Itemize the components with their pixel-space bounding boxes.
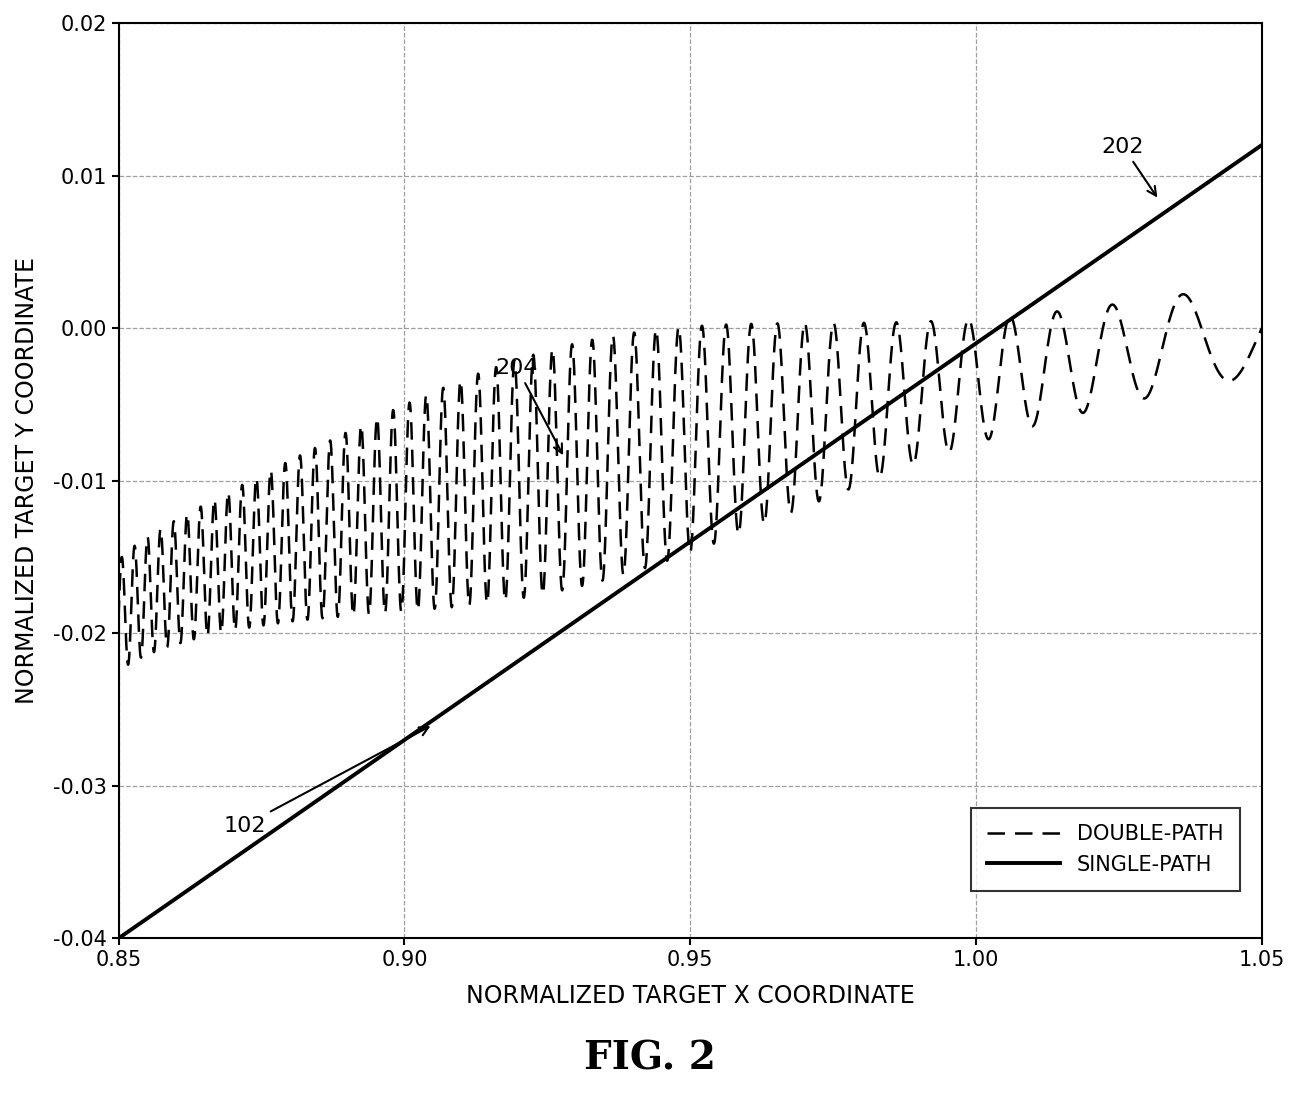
Text: 204: 204 (495, 358, 562, 453)
SINGLE-PATH (1231, 154, 1247, 167)
DOUBLE-PATH (111, 612, 126, 625)
DOUBLE-PATH (242, 621, 257, 635)
X-axis label: NORMALIZED TARGET X COORDINATE: NORMALIZED TARGET X COORDINATE (465, 984, 915, 1008)
Line: SINGLE-PATH: SINGLE-PATH (118, 145, 1262, 938)
Line: DOUBLE-PATH: DOUBLE-PATH (118, 294, 1262, 664)
SINGLE-PATH (599, 593, 615, 606)
DOUBLE-PATH (599, 480, 615, 493)
SINGLE-PATH (309, 794, 325, 807)
Text: FIG. 2: FIG. 2 (584, 1040, 716, 1078)
SINGLE-PATH (549, 627, 564, 640)
Text: 202: 202 (1102, 136, 1156, 196)
DOUBLE-PATH (1254, 321, 1270, 334)
DOUBLE-PATH (1175, 287, 1191, 300)
DOUBLE-PATH (121, 658, 136, 671)
SINGLE-PATH (1254, 139, 1270, 152)
SINGLE-PATH (1109, 240, 1124, 253)
Legend: DOUBLE-PATH, SINGLE-PATH: DOUBLE-PATH, SINGLE-PATH (971, 807, 1240, 891)
DOUBLE-PATH (309, 475, 325, 488)
SINGLE-PATH (240, 842, 256, 855)
Text: 102: 102 (224, 727, 429, 836)
Y-axis label: NORMALIZED TARGET Y COORDINATE: NORMALIZED TARGET Y COORDINATE (16, 257, 39, 704)
DOUBLE-PATH (550, 465, 566, 478)
SINGLE-PATH (111, 932, 126, 945)
DOUBLE-PATH (1109, 302, 1124, 316)
DOUBLE-PATH (1232, 366, 1248, 379)
